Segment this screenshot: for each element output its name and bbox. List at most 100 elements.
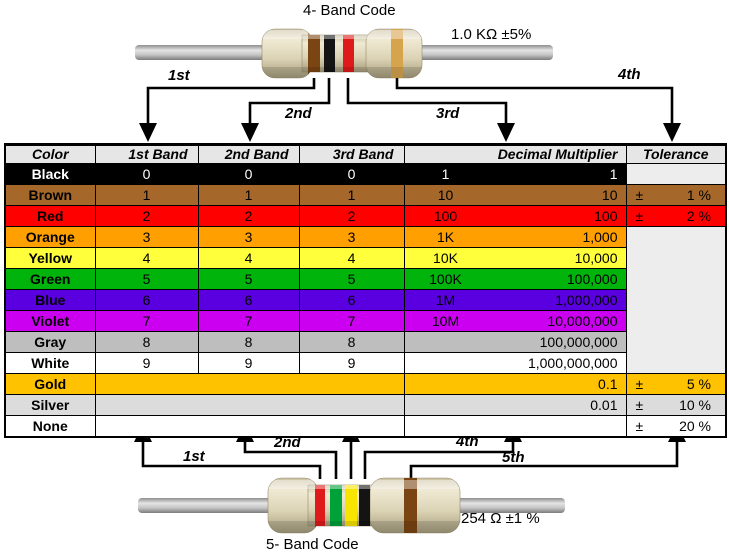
table-row-silver: Silver 0.01 ±10 % <box>4 394 727 416</box>
five-band-resistor <box>138 477 565 534</box>
five-band-arrow-label-1: 1st <box>183 448 205 465</box>
four-band-arrow-label-2: 2nd <box>285 105 312 122</box>
five-band-resistor-band-1 <box>315 478 325 533</box>
four-band-arrow-heads <box>139 123 681 142</box>
band3-cell: 0 <box>298 163 405 185</box>
column-header-3rd-band: 3rd Band <box>298 144 405 164</box>
band1-cell: 8 <box>94 331 199 353</box>
multiplier-cell: 1M 1,000,000 <box>403 289 627 311</box>
four-band-resistor-band-1 <box>308 29 320 78</box>
table-row-black: Black 0 0 0 1 1 <box>4 163 727 185</box>
four-band-arrow-label-3: 3rd <box>436 105 460 122</box>
tolerance-cell: ±20 % <box>625 415 727 438</box>
table-row-gray: Gray 8 8 8 100,000,000 <box>4 331 726 353</box>
band3-cell: 1 <box>298 184 405 206</box>
five-band-title: 5- Band Code <box>266 536 359 553</box>
table-row-brown: Brown 1 1 1 10 10 ±1 % <box>4 184 727 206</box>
color-name-cell: Black <box>4 163 96 185</box>
band1-cell: 0 <box>94 163 199 185</box>
tolerance-merged-cell <box>625 226 727 374</box>
band3-cell: 6 <box>298 289 405 311</box>
five-band-arrow-label-2: 2nd <box>274 434 301 451</box>
color-name-cell: Violet <box>4 310 96 332</box>
color-name-cell: Silver <box>4 394 96 416</box>
band1-cell: 6 <box>94 289 199 311</box>
band3-cell: 9 <box>298 352 405 374</box>
four-band-arrow-label-1: 1st <box>168 67 190 84</box>
color-name-cell: Green <box>4 268 96 290</box>
color-name-cell: Gray <box>4 331 96 353</box>
color-name-cell: Gold <box>4 373 96 395</box>
band2-cell: 2 <box>197 205 300 227</box>
table-row-violet: Violet 7 7 7 10M 10,000,000 <box>4 310 726 332</box>
five-band-resistor-band-3 <box>345 478 357 533</box>
five-band-arrow-lines <box>141 440 679 479</box>
band1-cell: 7 <box>94 310 199 332</box>
tolerance-cell: ±1 % <box>625 184 727 206</box>
multiplier-cell: 10 10 <box>403 184 627 206</box>
band2-cell: 1 <box>197 184 300 206</box>
four-band-resistor-band-2 <box>324 29 335 78</box>
table-row-red: Red 2 2 2 100 100 ±2 % <box>4 205 727 227</box>
five-band-resistor-band-5 <box>404 478 417 533</box>
table-row-white: White 9 9 9 1,000,000,000 <box>4 352 726 374</box>
tolerance-cell: ±5 % <box>625 373 727 395</box>
multiplier-cell: 100K 100,000 <box>403 268 627 290</box>
multiplier-cell: 100,000,000 <box>403 331 627 353</box>
table-row-yellow: Yellow 4 4 4 10K 10,000 <box>4 247 726 269</box>
column-header-color: Color <box>4 144 96 164</box>
column-header-1st-band: 1st Band <box>94 144 199 164</box>
band3-cell: 5 <box>298 268 405 290</box>
band1-cell: 1 <box>94 184 199 206</box>
color-code-table: Color 1st Band 2nd Band 3rd Band Decimal Mul… <box>4 143 727 438</box>
five-band-value: 254 Ω ±1 % <box>461 510 540 527</box>
five-band-resistor-band-4 <box>359 478 370 533</box>
multiplier-cell: 10M 10,000,000 <box>403 310 627 332</box>
color-name-cell: Blue <box>4 289 96 311</box>
four-band-arrow-label-4: 4th <box>618 66 641 83</box>
multiplier-cell: 0.1 <box>403 373 627 395</box>
multiplier-cell <box>403 415 627 438</box>
five-band-resistor-band-2 <box>330 478 342 533</box>
band-cells-merged <box>94 394 405 416</box>
multiplier-cell: 1,000,000,000 <box>403 352 627 374</box>
band3-cell: 7 <box>298 310 405 332</box>
band1-cell: 9 <box>94 352 199 374</box>
color-name-cell: Yellow <box>4 247 96 269</box>
color-name-cell: None <box>4 415 96 438</box>
band3-cell: 2 <box>298 205 405 227</box>
band-cells-merged <box>94 373 405 395</box>
five-band-arrow-label-5: 5th <box>502 449 525 466</box>
table-header: Color 1st Band 2nd Band 3rd Band Decimal Mul… <box>4 144 727 164</box>
band2-cell: 7 <box>197 310 300 332</box>
band2-cell: 4 <box>197 247 300 269</box>
tolerance-cell: ±2 % <box>625 205 727 227</box>
column-header-decimal-multiplier: Decimal Multiplier <box>403 144 627 164</box>
band2-cell: 0 <box>197 163 300 185</box>
color-name-cell: Brown <box>4 184 96 206</box>
band1-cell: 5 <box>94 268 199 290</box>
multiplier-cell: 10K 10,000 <box>403 247 627 269</box>
table-row-orange: Orange 3 3 3 1K 1,000 <box>4 226 727 374</box>
band2-cell: 3 <box>197 226 300 248</box>
tolerance-cell <box>625 163 727 185</box>
table-row-green: Green 5 5 5 100K 100,000 <box>4 268 726 290</box>
table-body: Black 0 0 0 1 1 Brown 1 1 1 10 10 ±1 % Red 2 2 2 100 100 ±2… <box>4 163 727 438</box>
tolerance-cell: ±10 % <box>625 394 727 416</box>
band1-cell: 4 <box>94 247 199 269</box>
band3-cell: 3 <box>298 226 405 248</box>
band2-cell: 9 <box>197 352 300 374</box>
multiplier-cell: 1K 1,000 <box>403 226 627 248</box>
column-header-tolerance: Tolerance <box>625 144 727 164</box>
table-row-gold: Gold 0.1 ±5 % <box>4 373 727 395</box>
band1-cell: 2 <box>94 205 199 227</box>
band-cells-merged <box>94 415 405 438</box>
table-row-blue: Blue 6 6 6 1M 1,000,000 <box>4 289 726 311</box>
four-band-title: 4- Band Code <box>303 2 396 19</box>
band2-cell: 8 <box>197 331 300 353</box>
band3-cell: 8 <box>298 331 405 353</box>
four-band-resistor-band-4 <box>391 29 403 78</box>
table-row-none: None ±20 % <box>4 415 727 438</box>
